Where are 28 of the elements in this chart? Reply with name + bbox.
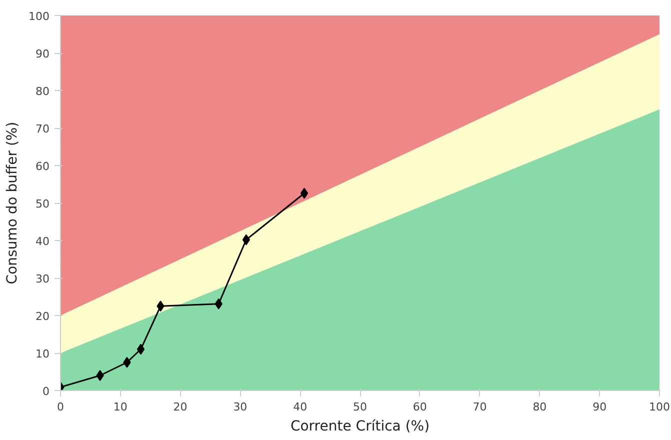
y-tick-label: 60 bbox=[36, 160, 50, 173]
y-tick-label: 20 bbox=[36, 310, 50, 323]
point bbox=[136, 344, 145, 355]
x-axis-title: Corrente Crítica (%) bbox=[290, 418, 430, 434]
point bbox=[300, 188, 308, 199]
y-tick-label: 30 bbox=[36, 272, 50, 286]
y-tick-label: 90 bbox=[36, 48, 50, 60]
point bbox=[242, 234, 250, 246]
y-tick-label: 70 bbox=[36, 122, 50, 136]
y-tick-label: 0 bbox=[42, 385, 50, 398]
y-tick-label: 10 bbox=[36, 348, 50, 360]
x-tick-label: 20 bbox=[173, 400, 188, 414]
x-tick-label: 10 bbox=[113, 400, 128, 414]
y-tick-label: 100 bbox=[28, 10, 50, 23]
x-tick-label: 70 bbox=[472, 400, 487, 414]
x-tick-label: 60 bbox=[412, 400, 427, 414]
x-tick-label: 50 bbox=[353, 400, 367, 414]
x-tick-label: 100 bbox=[649, 400, 670, 414]
x-tick-label: 90 bbox=[592, 400, 607, 414]
x-tick-label: 0 bbox=[57, 400, 64, 414]
x-tick-label: 80 bbox=[532, 400, 547, 414]
y-tick-label: 50 bbox=[36, 198, 50, 210]
y-axis-title: Consumo do buffer (%) bbox=[4, 122, 21, 284]
x-tick-label: 40 bbox=[293, 400, 308, 414]
point bbox=[96, 370, 104, 381]
y-tick-label: 40 bbox=[36, 235, 50, 248]
x-tick-label: 30 bbox=[233, 400, 248, 414]
y-tick-label: 80 bbox=[36, 85, 50, 98]
